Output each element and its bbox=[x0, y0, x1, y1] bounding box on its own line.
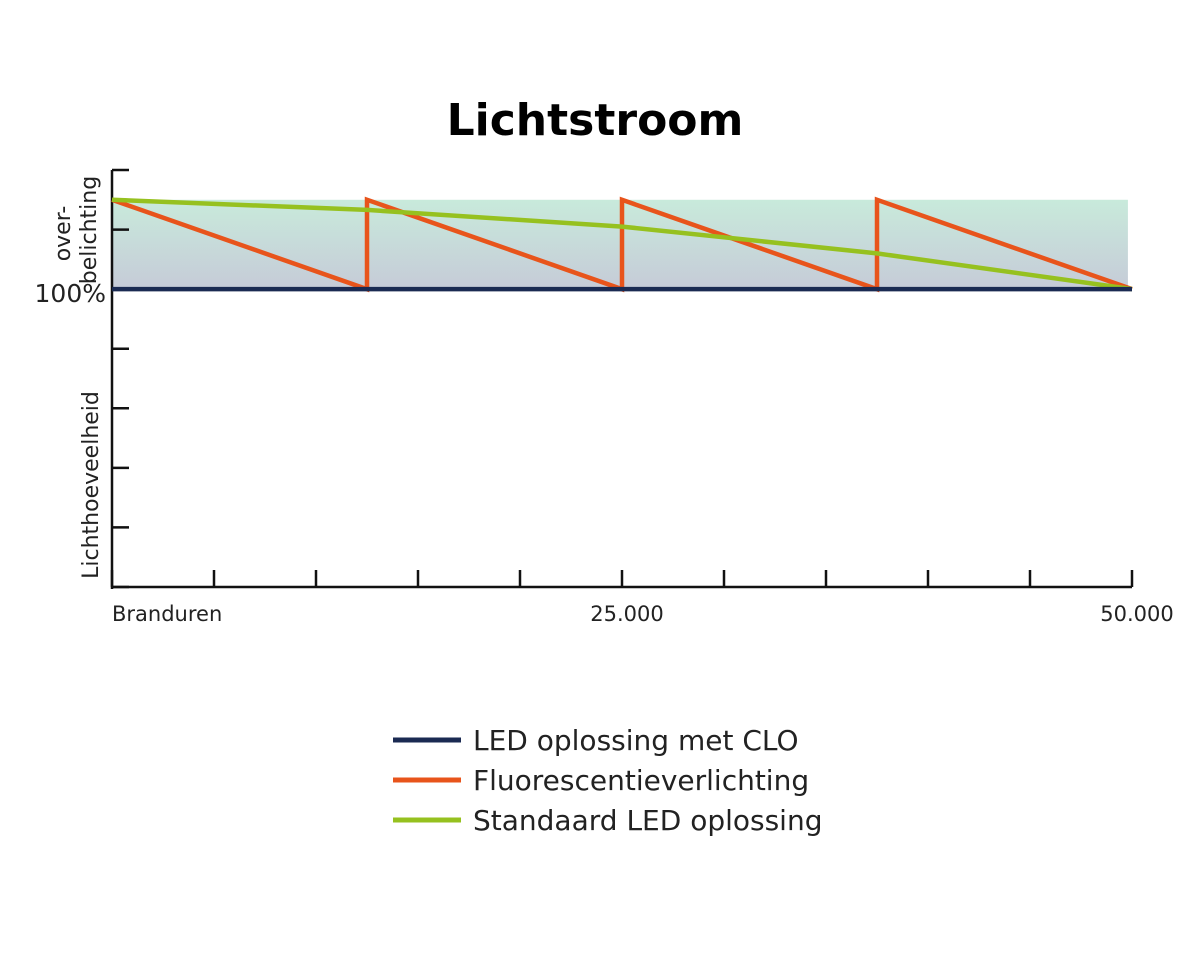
series-line-1 bbox=[111, 196, 1133, 293]
legend-label: Fluorescentieverlichting bbox=[473, 764, 809, 797]
reference-100-label: 100% bbox=[35, 279, 106, 308]
band-label-line-2: belichting bbox=[77, 176, 102, 284]
series-line-2 bbox=[111, 197, 1133, 292]
x-tick-label: 25.000 bbox=[590, 602, 663, 626]
y-axis-label: Lichthoeveelheid bbox=[79, 391, 104, 579]
band-label: over- belichting bbox=[51, 176, 102, 284]
chart-title: Lichtstroom bbox=[447, 95, 744, 146]
x-tick-label: 50.000 bbox=[1100, 602, 1173, 626]
legend-label: LED oplossing met CLO bbox=[473, 724, 799, 757]
band-label-line-1: over- bbox=[51, 206, 76, 262]
x-tick-label: Branduren bbox=[112, 602, 222, 626]
legend-label: Standaard LED oplossing bbox=[473, 804, 822, 837]
